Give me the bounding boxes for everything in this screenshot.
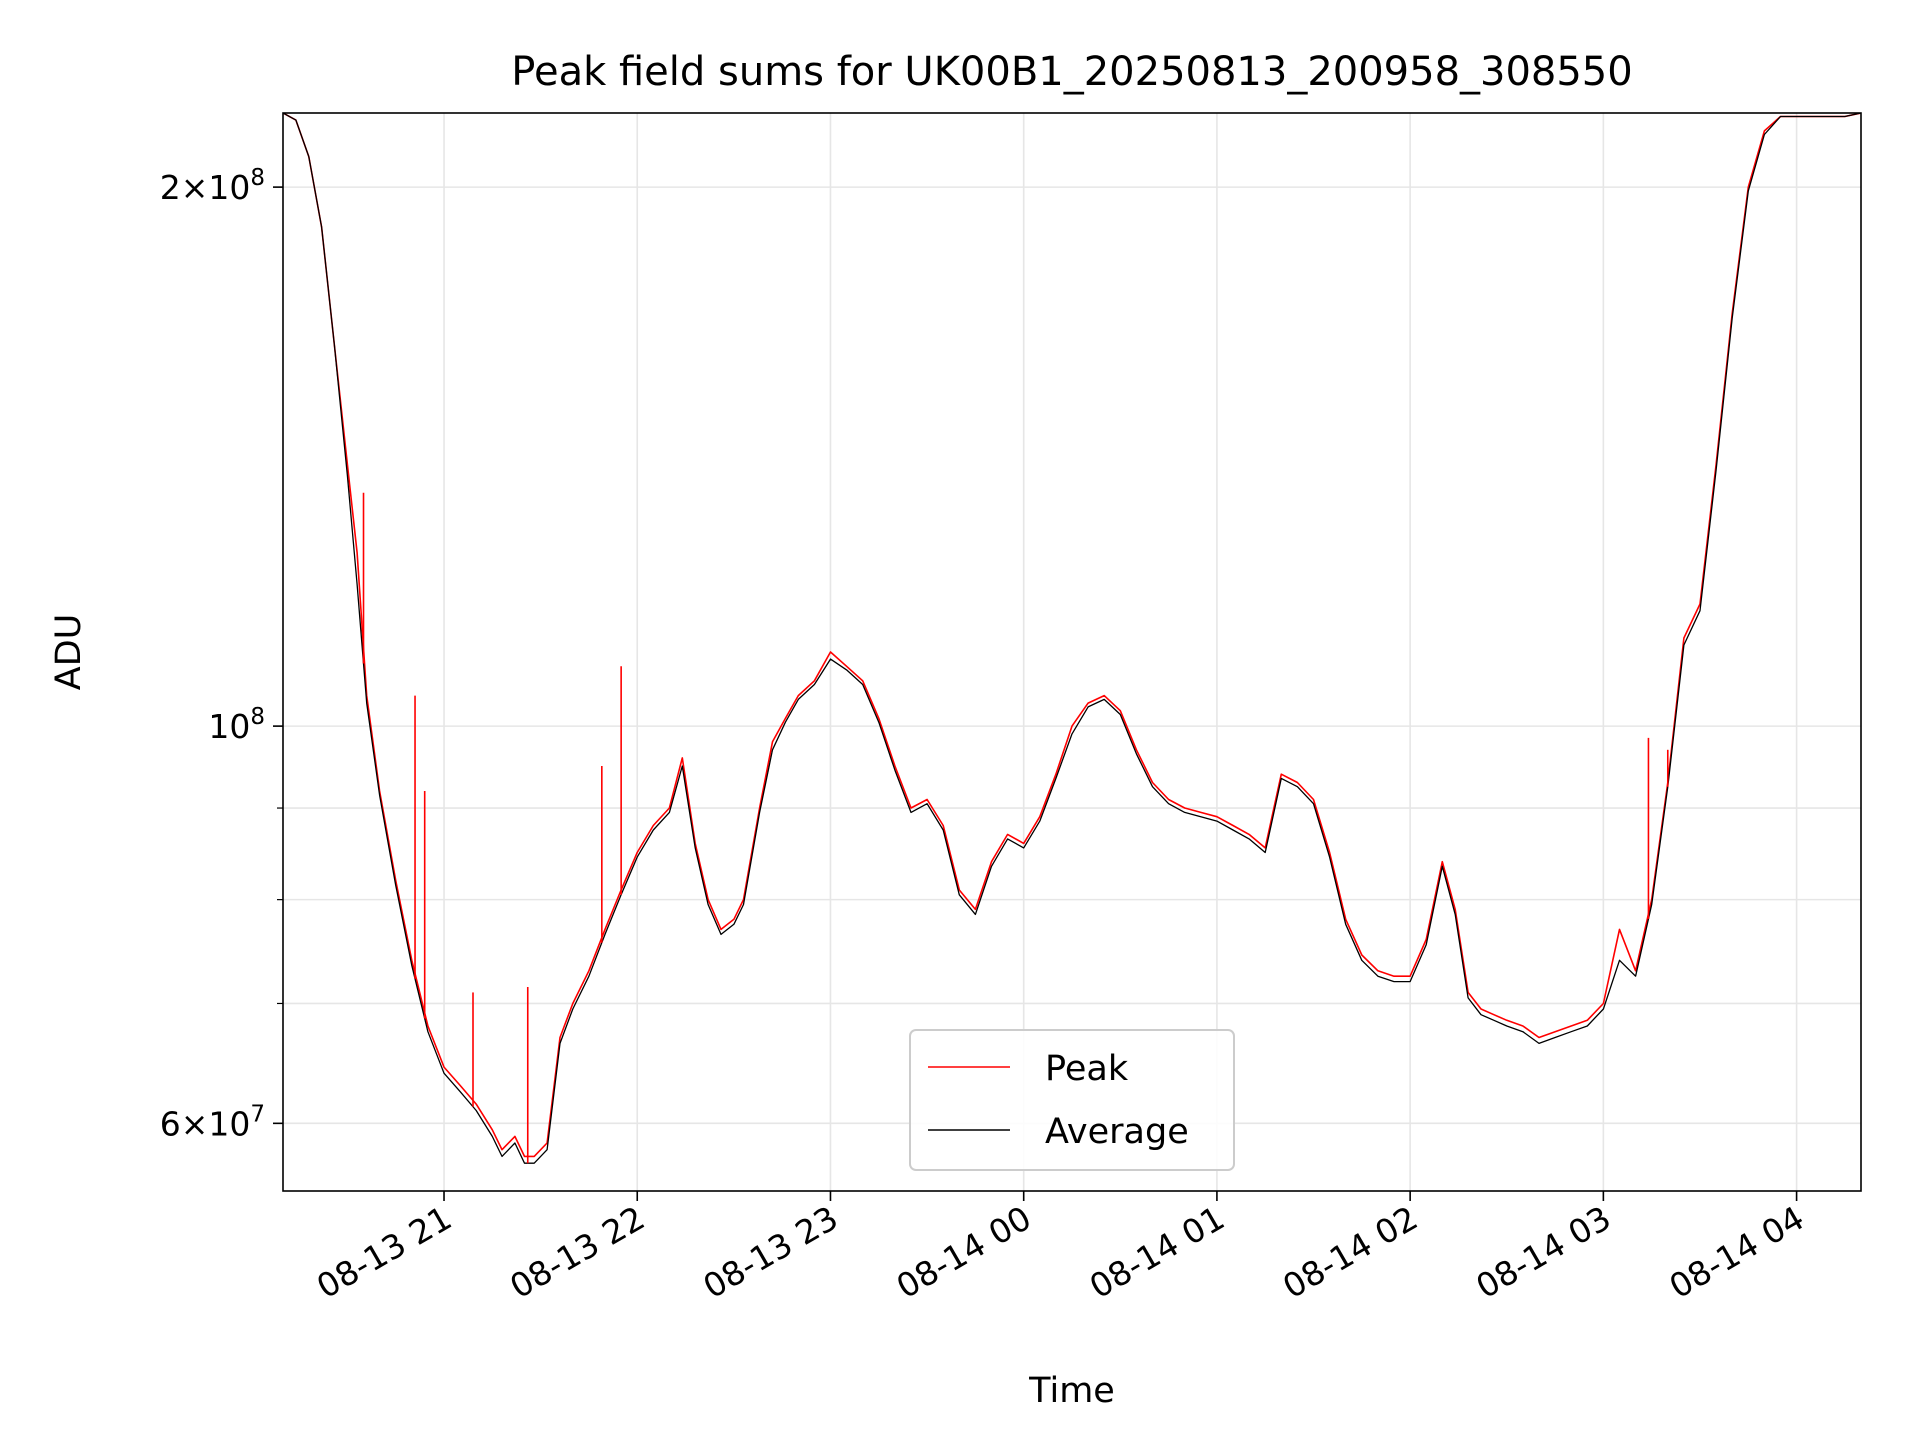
y-axis-label: ADU [49, 614, 89, 691]
y-tick-label-exponent: 8 [250, 704, 265, 730]
y-tick-label: 6×107 [160, 1101, 265, 1143]
plot-frame [282, 112, 1862, 1192]
series-line-peak [283, 113, 1861, 1158]
chart-title: Peak field sums for UK00B1_20250813_2009… [511, 49, 1632, 95]
y-tick-label: 2×108 [160, 165, 265, 207]
legend-peak-label: Peak [1045, 1049, 1129, 1089]
series-lines [283, 113, 1861, 1164]
series-line-average [283, 113, 1861, 1164]
legend: Peak Average [909, 1029, 1235, 1171]
y-tick-label-base: 10 [208, 707, 250, 746]
legend-average-label: Average [1045, 1112, 1189, 1152]
legend-box [909, 1029, 1235, 1171]
y-tick-label-exponent: 8 [250, 165, 265, 191]
y-tick-label-exponent: 7 [250, 1101, 265, 1127]
x-axis-label: Time [1028, 1371, 1115, 1411]
y-tick-label-base: 6×10 [160, 1104, 251, 1143]
y-tick-label: 108 [208, 704, 265, 746]
y-tick-label-base: 2×10 [160, 168, 251, 207]
